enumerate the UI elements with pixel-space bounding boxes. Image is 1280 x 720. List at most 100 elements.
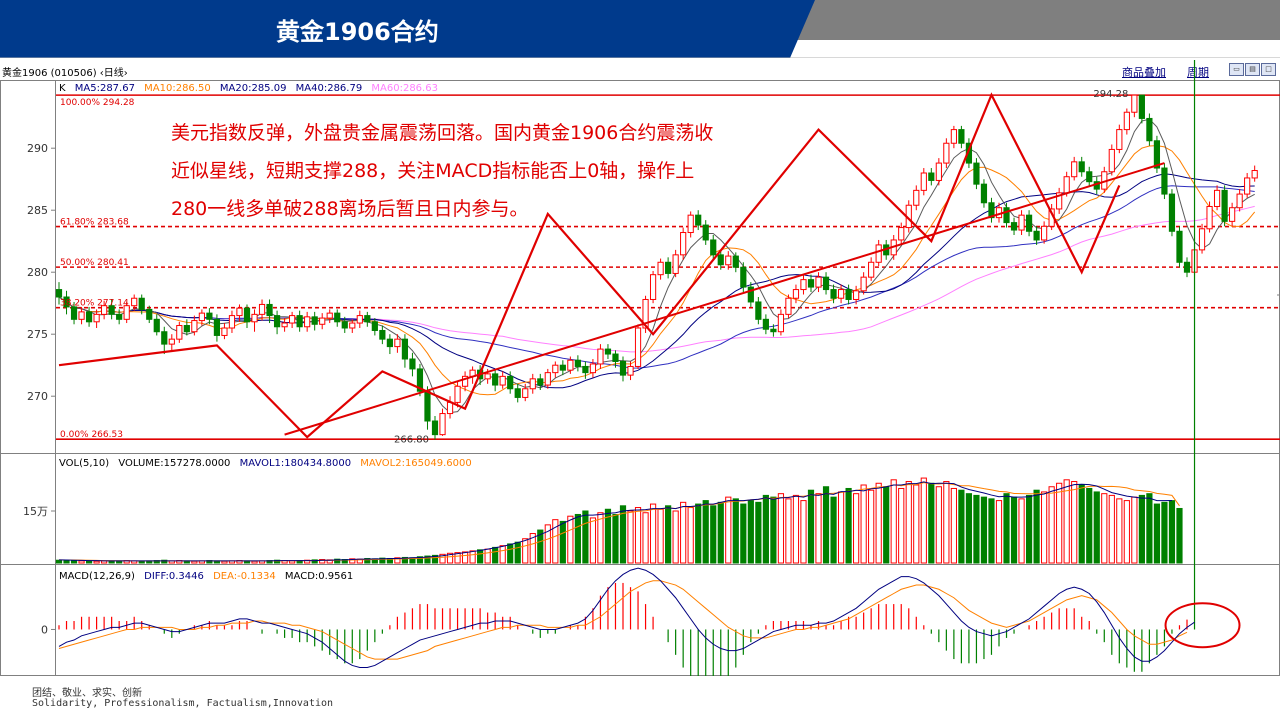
fib-level-label: 61.80% 283.68 — [60, 218, 129, 228]
maximize-icon[interactable]: □ — [1261, 63, 1276, 76]
volume-bar — [913, 484, 920, 564]
volume-bar — [853, 493, 860, 564]
candle-body — [1018, 214, 1025, 231]
candle-body — [371, 321, 378, 331]
candle-body — [1078, 161, 1085, 173]
candle-body — [1003, 207, 1010, 224]
candle-body — [243, 307, 251, 323]
candle-body — [409, 358, 416, 370]
candle-body — [176, 325, 183, 340]
volume-bar — [78, 560, 85, 564]
banner-gray-band — [790, 0, 1280, 40]
volume-bar — [905, 481, 912, 564]
volume-bar — [1161, 501, 1168, 564]
candle-body — [1146, 117, 1153, 142]
candle-body — [379, 329, 386, 340]
candle-body — [672, 254, 679, 274]
legend-volume: VOLUME:157278.0000 — [118, 458, 231, 469]
volume-bar — [319, 559, 326, 564]
volume-bar — [725, 496, 732, 564]
volume-bar — [777, 493, 785, 564]
candle-body — [131, 297, 138, 307]
macd-highlight-circle — [1164, 602, 1241, 649]
annotation-line-1: 美元指数反弹，外盘贵金属震荡回落。国内黄金1906合约震荡收 — [171, 122, 714, 144]
candle-body — [1153, 140, 1161, 169]
diff-line — [58, 567, 1195, 669]
banner-blue-band — [0, 0, 815, 58]
overlay-link[interactable]: 商品叠加 — [1122, 66, 1166, 79]
legend-k: K — [59, 83, 66, 94]
candle-body — [281, 322, 288, 328]
candle-body — [747, 286, 754, 303]
volume-bar — [928, 482, 935, 564]
volume-bar — [364, 557, 371, 564]
candle-body — [1198, 228, 1206, 251]
candle-body — [627, 365, 634, 376]
volume-bar — [762, 494, 769, 564]
layout-icon[interactable]: ▤ — [1245, 63, 1260, 76]
volume-bar — [657, 508, 664, 564]
candle-body — [296, 315, 303, 328]
candle-body — [1213, 189, 1221, 207]
candle-body — [116, 313, 123, 320]
candle-body — [695, 214, 702, 226]
volume-bar — [108, 560, 115, 564]
candle-body — [1236, 193, 1243, 209]
volume-bar — [522, 538, 529, 564]
volume-bar — [349, 558, 356, 564]
candle-body — [544, 372, 551, 386]
candle-body — [1161, 167, 1168, 195]
macd-zero-label: 0 — [41, 623, 48, 636]
volume-bar — [544, 524, 551, 564]
candle-body — [634, 327, 642, 367]
volume-legend: VOL(5,10) VOLUME:157278.0000 MAVOL1:1804… — [59, 458, 478, 469]
legend-ma40: MA40:286.79 — [295, 83, 363, 94]
candle-body — [792, 289, 800, 299]
volume-bar — [860, 484, 867, 564]
candle-body — [522, 388, 529, 398]
candle-body — [943, 142, 950, 164]
volume-bar — [582, 510, 589, 564]
candle-body — [777, 313, 785, 333]
candle-body — [604, 348, 612, 355]
candle-body — [928, 172, 935, 181]
candle-body — [1056, 192, 1063, 210]
volume-bar — [950, 487, 957, 564]
volume-bar — [379, 557, 386, 564]
restore-icon[interactable]: ▭ — [1229, 63, 1244, 76]
price-legend: K MA5:287.67 MA10:286.50 MA20:285.09 MA4… — [59, 83, 444, 94]
volume-bar — [597, 512, 604, 564]
candle-body — [236, 307, 243, 317]
candle-body — [1010, 222, 1018, 231]
volume-bar — [1176, 507, 1183, 564]
volume-bar — [935, 486, 942, 564]
candle-body — [416, 368, 424, 392]
period-link[interactable]: 周期 — [1187, 66, 1209, 79]
volume-bar — [1025, 494, 1033, 564]
candle-body — [221, 327, 228, 336]
candle-body — [732, 255, 739, 268]
candle-body — [920, 172, 927, 191]
candle-body — [304, 316, 311, 328]
candle-body — [228, 315, 236, 329]
candle-body — [191, 320, 198, 333]
legend-ma5: MA5:287.67 — [74, 83, 135, 94]
volume-bar — [717, 501, 724, 564]
candle-body — [206, 312, 213, 320]
footer-motto-en: Solidarity, Professionalism, Factualism,… — [32, 698, 334, 709]
candle-body — [785, 297, 792, 315]
symbol-label: 黄金1906 (010506) ‹日线› — [2, 68, 128, 79]
volume-bar — [995, 500, 1003, 564]
candle-body — [289, 315, 296, 324]
volume-bar — [499, 545, 506, 564]
candle-body — [965, 142, 973, 164]
candle-body — [898, 227, 905, 241]
candle-body — [1063, 176, 1070, 194]
volume-bar — [1101, 493, 1108, 564]
candle-body — [815, 276, 822, 288]
candle-body — [642, 298, 649, 329]
volume-bar — [1010, 496, 1018, 564]
volume-bar — [634, 507, 642, 564]
window-buttons: ▭ ▤ □ — [1229, 63, 1277, 76]
candle-body — [529, 378, 536, 390]
